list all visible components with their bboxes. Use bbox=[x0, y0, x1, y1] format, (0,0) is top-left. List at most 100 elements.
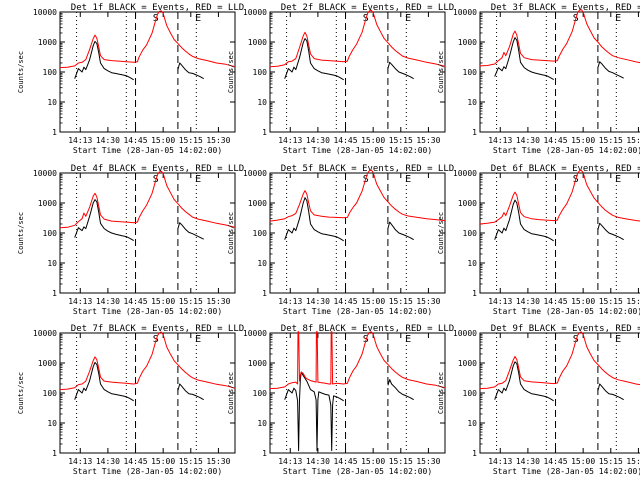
panel-7f-series-lld-2 bbox=[59, 331, 236, 391]
panel-1f-title: Det 1f BLACK = Events, RED = LLD bbox=[71, 3, 244, 13]
panel-8f-series-lld-2 bbox=[269, 331, 446, 390]
panel-1f-annotation-e: E bbox=[195, 13, 201, 24]
panel-2f-series-lld-2 bbox=[269, 9, 446, 68]
panel-3f-ytick-label: 10000 bbox=[453, 8, 477, 17]
panel-6f-ytick-label: 1000 bbox=[458, 199, 477, 208]
panel-9f-xtick-label: 14:13 bbox=[488, 457, 512, 466]
panel-3f-ytick-label: 100 bbox=[463, 68, 478, 77]
panel-6f-xtick-label: 14:30 bbox=[516, 297, 540, 306]
panel-8f-title: Det 8f BLACK = Events, RED = LLD bbox=[281, 324, 454, 334]
panel-7f-ytick-label: 10000 bbox=[33, 329, 57, 338]
panel-4f-xtick-label: 14:13 bbox=[68, 297, 92, 306]
panel-8f-xlabel: Start Time (28-Jan-05 14:02:00) bbox=[283, 467, 432, 476]
panel-3f-ytick-label: 10 bbox=[467, 98, 477, 107]
panel-7f-axes-frame bbox=[59, 332, 236, 454]
panel-6f-ytick-label: 10 bbox=[467, 259, 477, 268]
panel-3f-xtick-label: 15:30 bbox=[626, 136, 640, 145]
panel-6f-ytick-label: 1 bbox=[472, 289, 477, 298]
panel-1f-xtick-label: 15:00 bbox=[151, 136, 175, 145]
panel-2f-ytick-label: 1 bbox=[262, 128, 267, 137]
panel-1f-xtick-label: 15:30 bbox=[206, 136, 230, 145]
panel-1f-ytick-label: 10000 bbox=[33, 8, 57, 17]
panel-2f-xtick-label: 14:13 bbox=[278, 136, 302, 145]
panel-9f-xtick-label: 15:30 bbox=[626, 457, 640, 466]
panel-9f-ytick-label: 10 bbox=[467, 419, 477, 428]
panel-2f-ylabel: Counts/sec bbox=[227, 51, 235, 93]
panel-7f-xtick-label: 15:30 bbox=[206, 457, 230, 466]
panel-5f-series-lld-2 bbox=[269, 169, 446, 222]
panel-3f-series-events-1 bbox=[597, 61, 624, 79]
panel-6f-series-events-1 bbox=[597, 222, 624, 241]
panel-9f-xtick-label: 15:15 bbox=[599, 457, 623, 466]
panel-5f-xtick-label: 14:45 bbox=[333, 297, 357, 306]
panel-4f-xtick-label: 15:00 bbox=[151, 297, 175, 306]
panel-4f-xlabel: Start Time (28-Jan-05 14:02:00) bbox=[73, 307, 222, 316]
panel-1f-xtick-label: 14:45 bbox=[123, 136, 147, 145]
panel-1f-xtick-label: 14:30 bbox=[96, 136, 120, 145]
panel-7f-title: Det 7f BLACK = Events, RED = LLD bbox=[71, 324, 244, 334]
panel-8f-ytick-label: 1 bbox=[262, 449, 267, 458]
panel-6f-annotation-e: E bbox=[615, 174, 621, 185]
panel-9f-ylabel: Counts/sec bbox=[437, 372, 445, 414]
panel-1f-ytick-label: 1 bbox=[52, 128, 57, 137]
panel-8f-xtick-label: 14:30 bbox=[306, 457, 330, 466]
panel-4f-series-events-0 bbox=[74, 199, 134, 242]
panel-8f-xtick-label: 15:30 bbox=[416, 457, 440, 466]
panel-7f-annotation-e: E bbox=[195, 334, 201, 345]
panel-7f-ytick-label: 10 bbox=[47, 419, 57, 428]
panel-5f-xtick-label: 14:30 bbox=[306, 297, 330, 306]
panel-3f-xtick-label: 15:00 bbox=[571, 136, 595, 145]
panel-7f-ytick-label: 1000 bbox=[38, 359, 57, 368]
panel-2f-series-events-0 bbox=[284, 38, 344, 81]
panel-2f-annotation-e: E bbox=[405, 13, 411, 24]
panel-2f-ytick-label: 100 bbox=[253, 68, 268, 77]
panel-7f-xtick-label: 15:15 bbox=[179, 457, 203, 466]
panel-9f-ytick-label: 1 bbox=[472, 449, 477, 458]
panel-5f-ytick-label: 1 bbox=[262, 289, 267, 298]
panel-2f-xtick-label: 15:15 bbox=[389, 136, 413, 145]
panel-3f-xtick-label: 15:15 bbox=[599, 136, 623, 145]
panel-8f-ytick-label: 10000 bbox=[243, 329, 267, 338]
panel-5f-annotation-e: E bbox=[405, 174, 411, 185]
panel-8f-xtick-label: 14:45 bbox=[333, 457, 357, 466]
panel-7f-series-events-0 bbox=[74, 361, 134, 402]
panel-4f-ytick-label: 10000 bbox=[33, 169, 57, 178]
panel-4f-ytick-label: 1 bbox=[52, 289, 57, 298]
panel-1f-ylabel: Counts/sec bbox=[17, 51, 25, 93]
panel-5f-ytick-label: 100 bbox=[253, 229, 268, 238]
panel-2f-xtick-label: 14:30 bbox=[306, 136, 330, 145]
panel-1f-xtick-label: 15:15 bbox=[179, 136, 203, 145]
panel-1f-ytick-label: 10 bbox=[47, 98, 57, 107]
panel-1f-series-lld-2 bbox=[59, 10, 236, 69]
panel-2f-axes-frame bbox=[269, 11, 446, 133]
panel-5f-xtick-label: 15:30 bbox=[416, 297, 440, 306]
panel-5f-axes-frame bbox=[269, 172, 446, 294]
panel-7f-xtick-label: 15:00 bbox=[151, 457, 175, 466]
panel-5f-xtick-label: 15:15 bbox=[389, 297, 413, 306]
panel-3f-series-lld-2 bbox=[479, 9, 640, 67]
panel-6f-series-lld-2 bbox=[479, 169, 640, 225]
panel-7f-ytick-label: 1 bbox=[52, 449, 57, 458]
panel-7f-ylabel: Counts/sec bbox=[17, 372, 25, 414]
panel-8f-ytick-label: 1000 bbox=[248, 359, 267, 368]
panel-1f-axes-frame bbox=[59, 11, 236, 133]
panel-9f-ytick-label: 1000 bbox=[458, 359, 477, 368]
panel-3f-ytick-label: 1 bbox=[472, 128, 477, 137]
panel-8f-series-events-0 bbox=[284, 371, 344, 452]
panel-8f-xtick-label: 15:15 bbox=[389, 457, 413, 466]
panel-4f-xtick-label: 15:30 bbox=[206, 297, 230, 306]
panel-2f-ytick-label: 10000 bbox=[243, 8, 267, 17]
panel-5f-ytick-label: 1000 bbox=[248, 199, 267, 208]
panel-8f-xtick-label: 15:00 bbox=[361, 457, 385, 466]
panel-2f-title: Det 2f BLACK = Events, RED = LLD bbox=[281, 3, 454, 13]
panel-5f-ytick-label: 10000 bbox=[243, 169, 267, 178]
panel-5f-xtick-label: 15:00 bbox=[361, 297, 385, 306]
panel-1f-xlabel: Start Time (28-Jan-05 14:02:00) bbox=[73, 146, 222, 155]
panel-8f-annotation-e: E bbox=[405, 334, 411, 345]
panel-8f-ytick-label: 10 bbox=[257, 419, 267, 428]
panel-5f-ytick-label: 10 bbox=[257, 259, 267, 268]
panel-5f-series-events-0 bbox=[284, 197, 344, 242]
panel-4f-xtick-label: 15:15 bbox=[179, 297, 203, 306]
panel-4f-axes-frame bbox=[59, 172, 236, 294]
